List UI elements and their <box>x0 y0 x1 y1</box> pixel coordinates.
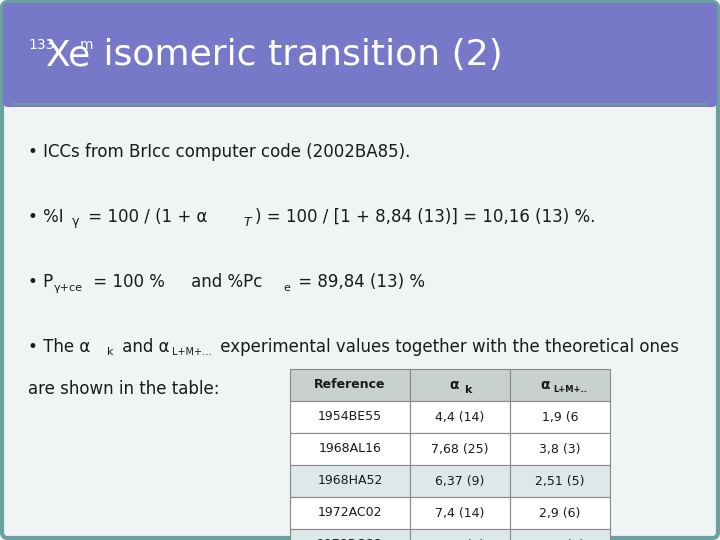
Bar <box>410 497 510 529</box>
Bar <box>410 529 510 540</box>
Text: = 100 / (1 + α: = 100 / (1 + α <box>83 208 207 226</box>
Text: • P: • P <box>28 273 53 291</box>
Bar <box>410 433 510 465</box>
Bar <box>510 433 610 465</box>
Text: 7,4 (14): 7,4 (14) <box>436 507 485 519</box>
Bar <box>510 369 610 401</box>
Text: γ: γ <box>72 215 79 228</box>
Text: are shown in the table:: are shown in the table: <box>28 380 220 398</box>
Text: Xe: Xe <box>46 38 91 72</box>
Text: 133: 133 <box>28 38 55 52</box>
Text: = 89,84 (13) %: = 89,84 (13) % <box>293 273 425 291</box>
Bar <box>290 369 410 401</box>
Text: 1954BE55: 1954BE55 <box>318 410 382 423</box>
Bar <box>290 465 410 497</box>
Text: 2,9 (6): 2,9 (6) <box>539 507 581 519</box>
Text: and α: and α <box>117 338 169 356</box>
Text: 1968HA52: 1968HA52 <box>318 475 383 488</box>
Text: L+M+…: L+M+… <box>172 347 212 357</box>
Bar <box>510 465 610 497</box>
Bar <box>510 497 610 529</box>
Text: 7,68 (25): 7,68 (25) <box>431 442 489 456</box>
Text: 4,4 (14): 4,4 (14) <box>436 410 485 423</box>
Text: α: α <box>449 378 459 392</box>
FancyBboxPatch shape <box>3 3 717 107</box>
Text: L+M+..: L+M+.. <box>553 386 587 395</box>
Text: isomeric transition (2): isomeric transition (2) <box>92 38 503 72</box>
Text: 3,8 (3): 3,8 (3) <box>539 442 581 456</box>
Bar <box>410 465 510 497</box>
Text: 2,69 (4): 2,69 (4) <box>536 538 585 540</box>
Text: ) = 100 / [1 + 8,84 (13)] = 10,16 (13) %.: ) = 100 / [1 + 8,84 (13)] = 10,16 (13) %… <box>255 208 595 226</box>
Text: α: α <box>540 378 550 392</box>
Text: m: m <box>80 38 94 52</box>
Bar <box>510 529 610 540</box>
Text: 6,32 (9): 6,32 (9) <box>436 538 485 540</box>
Bar <box>290 529 410 540</box>
Bar <box>410 401 510 433</box>
Text: 1972AC02: 1972AC02 <box>318 507 382 519</box>
Text: • ICCs from BrIcc computer code (2002BA85).: • ICCs from BrIcc computer code (2002BA8… <box>28 143 410 161</box>
Text: • The α: • The α <box>28 338 90 356</box>
Text: e: e <box>283 283 290 293</box>
Text: k: k <box>107 347 114 357</box>
Bar <box>290 497 410 529</box>
Text: 1978RO22: 1978RO22 <box>317 538 383 540</box>
Text: k: k <box>464 385 472 395</box>
Text: 1,9 (6: 1,9 (6 <box>541 410 578 423</box>
Bar <box>510 401 610 433</box>
Bar <box>290 433 410 465</box>
Text: 6,37 (9): 6,37 (9) <box>436 475 485 488</box>
Text: T: T <box>243 215 251 228</box>
Text: experimental values together with the theoretical ones: experimental values together with the th… <box>215 338 679 356</box>
Text: γ+ce: γ+ce <box>54 283 83 293</box>
Text: Reference: Reference <box>314 379 386 392</box>
Bar <box>290 401 410 433</box>
Bar <box>410 369 510 401</box>
Text: = 100 %     and %Pc: = 100 % and %Pc <box>88 273 262 291</box>
Text: 1968AL16: 1968AL16 <box>318 442 382 456</box>
Text: 2,51 (5): 2,51 (5) <box>535 475 585 488</box>
Text: • %I: • %I <box>28 208 63 226</box>
